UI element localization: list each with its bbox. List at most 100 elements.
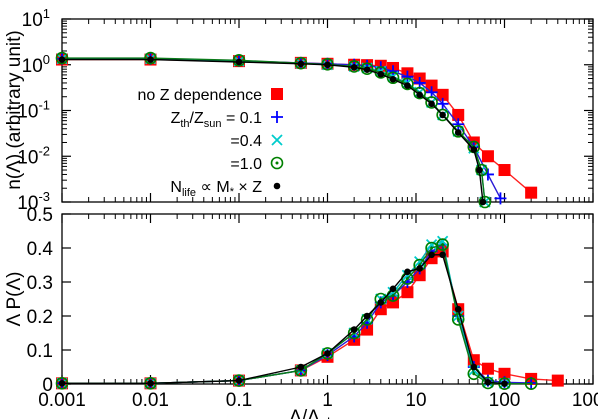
data-point [425,79,438,92]
data-point [297,363,305,371]
legend-marker [270,156,284,170]
data-point [416,265,423,272]
bottom-x-tick-label: 1 [322,390,333,411]
series-line [62,240,505,384]
top-y-tick-label: 10-3 [17,189,50,214]
series-line [62,243,532,385]
data-point [454,305,462,313]
top-y-tick-label: 10-1 [17,98,50,123]
data-point [389,76,397,83]
x-axis-label-sub: obs [320,415,341,419]
data-point [404,82,411,89]
legend-label-1-0: =1.0 [230,156,262,173]
data-point [387,65,400,78]
data-point [297,60,305,68]
data-point [439,111,446,119]
bottom-x-tick-label: 0.1 [226,390,252,411]
data-point [436,238,449,251]
data-point [524,377,538,390]
legend-label-nlife: Nlife ∝ M* × Z [170,179,262,199]
bottom-x-tick-label: 1000 [572,390,598,411]
data-point [363,66,371,73]
data-point [416,91,423,99]
top-y-tick-label: 100 [22,52,50,77]
bottom-y-tick-label: 0.5 [27,205,53,226]
data-point [363,312,371,320]
top-y-tick-label: 101 [22,6,50,31]
legend: no Z dependence Zth/Zsun = 0.1 =0.4 =1.0… [137,87,284,199]
bottom-x-tick-label: 0.01 [132,390,169,411]
data-point [401,70,414,83]
data-point [425,238,438,251]
legend-label-0-4: =0.4 [230,133,262,150]
data-point [324,61,331,69]
data-point [404,268,411,276]
x-axis-label-main: Λ/Λ [289,407,320,419]
top-panel: 101 100 10-1 10-2 10-3 n(Λ) (arbitrary unit) [4,6,594,214]
data-point [389,285,397,293]
x-axis-label: Λ/Λobs [289,407,341,419]
bottom-y-axis-label: Λ P(Λ) [4,272,25,327]
bottom-y-tick-label: 0.3 [27,273,53,294]
data-point [439,251,446,259]
data-point [428,100,435,108]
bottom-y-tick-label: 0.2 [27,307,53,328]
data-point [350,326,358,333]
legend-label-no-z: no Z dependence [137,87,262,104]
data-point [147,56,154,63]
bottom-y-tick-label: 0.4 [27,239,54,260]
data-point [501,380,508,387]
legend-label-zth-0-1: Zth/Zsun = 0.1 [171,110,263,130]
legend-markers [270,88,284,190]
top-y-tick-label: 10-2 [17,143,50,168]
data-point [479,198,487,206]
data-point [401,269,414,281]
legend-marker [271,134,283,146]
data-point [58,380,66,387]
data-point [452,118,465,131]
legend-marker [271,111,283,123]
data-point [387,286,399,298]
data-point [551,374,564,387]
bottom-x-tick-label: 10 [405,390,426,411]
data-point [468,364,480,377]
data-point [428,251,435,259]
data-point [498,164,511,177]
bottom-series [55,235,564,390]
data-point [436,88,449,101]
data-point [451,313,465,326]
data-point [147,380,154,387]
top-axes: 101 100 10-1 10-2 10-3 [17,6,594,214]
bottom-panel: 0 0.1 0.2 0.3 0.4 0.5 0.001 0.01 0.1 1 10 100 1000 Λ… [4,205,598,419]
data-point [235,58,243,66]
data-point [324,350,331,357]
data-point [470,363,478,371]
bottom-axes: 0 0.1 0.2 0.3 0.4 0.5 0.001 0.01 0.1 1 10 100 1000 [27,205,598,411]
top-plot-frame [61,18,594,203]
top-y-axis-label: n(Λ) (arbitrary unit) [4,30,25,189]
top-series [55,51,538,209]
data-point [498,367,511,380]
data-point [494,192,507,205]
data-point [350,63,358,71]
data-point [452,108,465,121]
bottom-y-tick-label: 0.1 [27,341,53,362]
bottom-y-tick-label: 0 [42,375,53,396]
bottom-x-tick-label: 0.001 [38,390,86,411]
data-point [58,56,66,63]
legend-marker [271,88,283,100]
data-point [525,186,538,199]
data-point [377,70,385,78]
data-point [235,377,243,384]
data-point [377,299,385,306]
data-point [437,235,449,247]
data-point [470,146,478,153]
data-point [454,129,462,136]
series-line [62,254,505,385]
data-point [476,166,483,174]
legend-marker [273,182,281,190]
bottom-x-tick-label: 100 [489,390,521,411]
data-point [401,286,414,299]
data-point [481,362,494,375]
